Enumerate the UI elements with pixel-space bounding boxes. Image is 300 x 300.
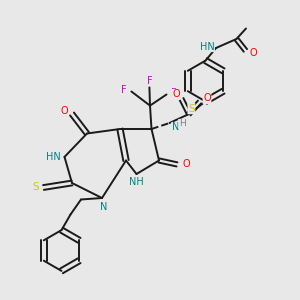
Text: O: O [249,48,257,59]
Text: O: O [61,106,68,116]
Text: N: N [172,122,179,133]
Text: NH: NH [129,177,144,188]
Text: F: F [147,76,152,86]
Text: O: O [203,93,211,103]
Text: O: O [172,89,180,100]
Text: N: N [100,202,107,212]
Text: HN: HN [200,41,214,52]
Text: HN: HN [46,152,61,162]
Text: S: S [33,182,39,193]
Text: F: F [171,88,177,98]
Text: F: F [121,85,127,95]
Text: S: S [188,103,195,114]
Text: O: O [182,159,190,170]
Text: H: H [179,119,185,128]
